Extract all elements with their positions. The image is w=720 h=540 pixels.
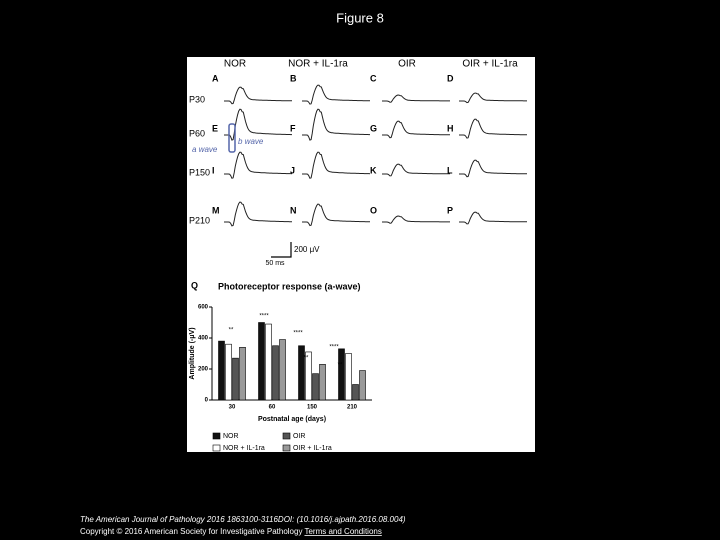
significance: **** bbox=[293, 331, 303, 337]
column-header: NOR bbox=[224, 59, 246, 70]
bar bbox=[352, 384, 359, 401]
legend-swatch bbox=[282, 444, 291, 452]
scale-time: 50 ms bbox=[265, 260, 285, 267]
legend-label: OIR + IL-1ra bbox=[293, 445, 332, 452]
copyright: Copyright © 2016 American Society for In… bbox=[80, 527, 302, 536]
bar bbox=[218, 340, 225, 401]
erg-trace bbox=[459, 118, 527, 139]
panel-letter: C bbox=[370, 73, 377, 83]
column-header: OIR + IL-1ra bbox=[462, 59, 518, 70]
significance: ** bbox=[229, 328, 234, 334]
erg-trace bbox=[224, 201, 292, 227]
bar bbox=[359, 370, 366, 401]
y-tick-label: 600 bbox=[198, 305, 209, 311]
row-label: P60 bbox=[189, 128, 205, 138]
erg-trace bbox=[459, 92, 527, 104]
erg-trace bbox=[224, 151, 293, 179]
panel-letter: M bbox=[212, 205, 220, 215]
row-label: P210 bbox=[189, 215, 210, 225]
panel-letter: L bbox=[447, 165, 453, 175]
y-tick-label: 200 bbox=[198, 367, 209, 373]
significance: **** bbox=[329, 345, 339, 351]
significance: **** bbox=[259, 314, 269, 320]
significance: ** bbox=[304, 356, 309, 362]
bar bbox=[345, 353, 352, 401]
scale-bar bbox=[271, 242, 292, 258]
panel-letter: F bbox=[290, 123, 296, 133]
a-wave-bracket bbox=[228, 123, 236, 153]
bar bbox=[258, 322, 265, 401]
bar bbox=[225, 343, 232, 401]
legend-swatch bbox=[282, 432, 291, 440]
y-tick-label: 0 bbox=[205, 398, 209, 404]
row-label: P30 bbox=[189, 94, 205, 104]
panel-letter: Q bbox=[191, 280, 198, 290]
bar bbox=[338, 348, 345, 401]
erg-trace bbox=[382, 120, 450, 139]
panel-letter: N bbox=[290, 205, 297, 215]
row-label: P150 bbox=[189, 167, 210, 177]
bar bbox=[319, 364, 326, 401]
x-tick-label: 210 bbox=[347, 405, 358, 411]
x-axis-label: Postnatal age (days) bbox=[258, 416, 326, 423]
b-wave-label: b wave bbox=[238, 137, 264, 146]
panel-letter: K bbox=[370, 165, 377, 175]
panel-letter: O bbox=[370, 205, 377, 215]
erg-trace bbox=[459, 211, 527, 225]
scale-voltage: 200 μV bbox=[294, 245, 320, 254]
panel-letter: A bbox=[212, 73, 219, 83]
panel-letter: P bbox=[447, 205, 453, 215]
legend-label: NOR bbox=[223, 433, 239, 440]
bar bbox=[305, 351, 312, 401]
panel-letter: H bbox=[447, 123, 454, 133]
panel-letter: D bbox=[447, 73, 454, 83]
column-header: OIR bbox=[398, 59, 416, 70]
bar bbox=[272, 345, 279, 401]
erg-trace bbox=[224, 86, 292, 105]
x-tick-label: 150 bbox=[307, 405, 318, 411]
column-header: NOR + IL-1ra bbox=[288, 59, 348, 70]
chart-title: Photoreceptor response (a-wave) bbox=[218, 281, 361, 291]
panel-letter: G bbox=[370, 123, 377, 133]
slide-title: Figure 8 bbox=[336, 10, 384, 25]
erg-trace bbox=[382, 163, 450, 177]
bar bbox=[298, 345, 305, 401]
a-wave-label: a wave bbox=[192, 145, 218, 154]
y-axis-label: Amplitude (-μV) bbox=[189, 327, 196, 379]
erg-trace bbox=[459, 159, 527, 178]
erg-trace bbox=[302, 203, 370, 227]
terms-link[interactable]: Terms and Conditions bbox=[304, 527, 381, 536]
bar bbox=[279, 339, 286, 401]
erg-trace bbox=[302, 151, 371, 179]
erg-trace bbox=[382, 94, 450, 103]
legend-swatch bbox=[212, 444, 221, 452]
legend-label: OIR bbox=[293, 433, 305, 440]
legend-swatch bbox=[212, 432, 221, 440]
panel-letter: J bbox=[290, 165, 295, 175]
erg-trace bbox=[382, 215, 450, 224]
bar bbox=[312, 373, 319, 401]
bar bbox=[265, 323, 272, 401]
legend-label: NOR + IL-1ra bbox=[223, 445, 265, 452]
panel-letter: I bbox=[212, 165, 215, 175]
significance: ** bbox=[338, 363, 343, 369]
x-tick-label: 30 bbox=[229, 405, 236, 411]
erg-trace bbox=[302, 84, 370, 105]
panel-letter: E bbox=[212, 123, 218, 133]
panel-letter: B bbox=[290, 73, 297, 83]
y-tick-label: 400 bbox=[198, 336, 209, 342]
bar bbox=[239, 346, 246, 401]
bar bbox=[232, 357, 239, 401]
x-tick-label: 60 bbox=[269, 405, 276, 411]
erg-trace bbox=[302, 108, 370, 141]
citation: The American Journal of Pathology 2016 1… bbox=[80, 515, 406, 524]
